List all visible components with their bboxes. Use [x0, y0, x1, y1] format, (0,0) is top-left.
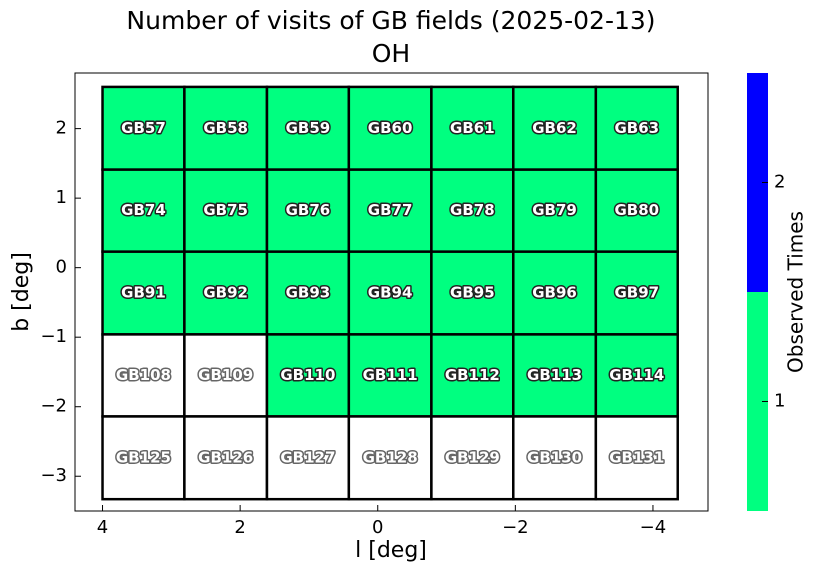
field-cell	[101, 168, 186, 253]
field-label: GB78	[450, 201, 495, 219]
field-cell	[101, 85, 186, 171]
colorbar-tick-label: 2	[774, 172, 785, 193]
field-cell	[512, 85, 598, 171]
field-label: GB74	[121, 201, 166, 219]
field-cell	[594, 168, 679, 253]
field-label: GB93	[286, 284, 331, 302]
field-label: GB58	[203, 119, 248, 137]
chart-title: Number of visits of GB fields (2025-02-1…	[126, 6, 655, 35]
field-label: GB129	[445, 448, 500, 466]
field-label: GB62	[532, 119, 577, 137]
field-cell	[512, 250, 598, 336]
field-label: GB128	[363, 448, 418, 466]
field-cell	[430, 168, 515, 253]
y-tick-label: 2	[56, 118, 67, 139]
x-tick-label: −4	[640, 517, 667, 538]
field-cell	[594, 415, 679, 501]
field-label: GB108	[116, 366, 171, 384]
plot-frame	[74, 72, 709, 512]
field-cell	[265, 415, 351, 501]
field-label: GB57	[121, 119, 166, 137]
x-tick-label: 0	[372, 517, 383, 538]
field-label: GB76	[286, 201, 331, 219]
field-cell	[265, 250, 351, 336]
x-axis-label: l [deg]	[355, 538, 427, 563]
x-tick-label: 4	[97, 517, 108, 538]
chart-subtitle: OH	[372, 39, 410, 68]
field-cell	[183, 333, 269, 418]
field-label: GB113	[527, 366, 582, 384]
field-label: GB79	[532, 201, 577, 219]
field-cell	[265, 168, 351, 253]
field-cell	[512, 415, 598, 501]
field-label: GB92	[203, 284, 248, 302]
field-cell	[101, 415, 186, 501]
field-cell	[430, 250, 515, 336]
y-axis-label: b [deg]	[9, 252, 34, 332]
field-label: GB126	[198, 448, 253, 466]
field-label: GB61	[450, 119, 495, 137]
field-label: GB110	[280, 366, 335, 384]
field-cell	[512, 333, 598, 418]
field-label: GB130	[527, 448, 582, 466]
colorbar-segment	[747, 292, 768, 511]
field-label: GB80	[614, 201, 659, 219]
field-label: GB75	[203, 201, 248, 219]
field-label: GB127	[280, 448, 335, 466]
field-label: GB77	[368, 201, 413, 219]
y-tick-label: 1	[56, 187, 67, 208]
field-cell	[183, 250, 269, 336]
field-cell	[594, 250, 679, 336]
x-tick-label: 2	[234, 517, 245, 538]
field-label: GB111	[363, 366, 418, 384]
field-label: GB63	[614, 119, 659, 137]
field-label: GB95	[450, 284, 495, 302]
colorbar-tick-label: 1	[774, 391, 785, 412]
field-label: GB109	[198, 366, 253, 384]
y-tick-label: 0	[56, 257, 67, 278]
x-tick-label: −2	[502, 517, 529, 538]
field-label: GB114	[609, 366, 664, 384]
field-cell	[183, 85, 269, 171]
field-label: GB112	[445, 366, 500, 384]
field-label: GB125	[116, 448, 171, 466]
field-label: GB91	[121, 284, 166, 302]
colorbar-segment	[747, 73, 768, 292]
field-label: GB59	[286, 119, 331, 137]
field-label: GB96	[532, 284, 577, 302]
field-label: GB94	[368, 284, 413, 302]
field-label: GB97	[614, 284, 659, 302]
field-label: GB60	[368, 119, 413, 137]
colorbar-label: Observed Times	[784, 211, 808, 373]
y-tick-label: −1	[40, 326, 67, 347]
y-tick-label: −3	[40, 465, 67, 486]
y-tick-label: −2	[40, 396, 67, 417]
field-cell	[101, 333, 186, 418]
field-label: GB131	[609, 448, 664, 466]
